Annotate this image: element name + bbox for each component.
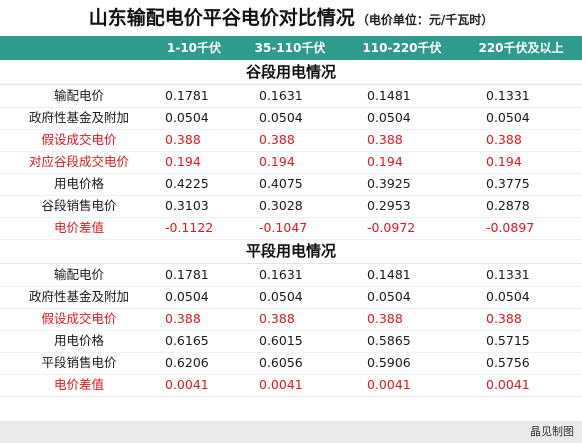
- value-cell-110-220kv: 0.194: [367, 154, 403, 169]
- value-cell-110-220kv: 0.1481: [367, 267, 411, 282]
- section-title: 谷段用电情况: [245, 63, 336, 81]
- value-cell-35-110kv: 0.0504: [259, 289, 303, 304]
- value-cell-220kv-above: 0.5715: [486, 333, 530, 348]
- footer-bar: 晶见制图: [0, 421, 582, 443]
- value-cell-35-110kv: 0.194: [259, 154, 295, 169]
- value-cell-35-110kv: 0.0504: [259, 110, 303, 125]
- page-title: 山东输配电价平谷电价对比情况 （电价单位：元/千瓦时）: [0, 0, 582, 36]
- value-cell-110-220kv: 0.388: [367, 132, 403, 147]
- value-cell-220kv-above: 0.388: [486, 311, 522, 326]
- table-row: 政府性基金及附加 0.0504 0.0504 0.0504 0.0504: [0, 286, 582, 309]
- table-row: 电价差值 -0.1122 -0.1047 -0.0972 -0.0897: [0, 217, 582, 240]
- value-cell-1-10kv: 0.0504: [165, 110, 209, 125]
- table-row: 假设成交电价 0.388 0.388 0.388 0.388: [0, 129, 582, 152]
- value-cell-220kv-above: 0.1331: [486, 88, 530, 103]
- value-cell-110-220kv: 0.388: [367, 311, 403, 326]
- column-header-1-10kv: 1-10千伏: [166, 41, 222, 55]
- row-label: 平段销售电价: [41, 355, 117, 370]
- value-cell-1-10kv: 0.3103: [165, 198, 209, 213]
- value-cell-35-110kv: 0.6056: [259, 355, 303, 370]
- row-label: 用电价格: [53, 176, 104, 191]
- title-main: 山东输配电价平谷电价对比情况: [88, 7, 355, 29]
- value-cell-110-220kv: 0.5865: [367, 333, 411, 348]
- value-cell-1-10kv: -0.1122: [165, 220, 214, 235]
- row-label: 政府性基金及附加: [28, 110, 129, 125]
- value-cell-220kv-above: 0.0041: [486, 377, 530, 392]
- row-label: 假设成交电价: [41, 311, 117, 326]
- table-row: 用电价格 0.4225 0.4075 0.3925 0.3775: [0, 173, 582, 196]
- value-cell-35-110kv: 0.388: [259, 311, 295, 326]
- value-cell-110-220kv: -0.0972: [367, 220, 416, 235]
- value-cell-220kv-above: 0.5756: [486, 355, 530, 370]
- column-header-220kv-above: 220千伏及以上: [478, 41, 564, 55]
- value-cell-35-110kv: 0.6015: [259, 333, 303, 348]
- value-cell-1-10kv: 0.194: [165, 154, 201, 169]
- row-label: 谷段销售电价: [41, 198, 117, 213]
- table-row: 电价差值 0.0041 0.0041 0.0041 0.0041: [0, 374, 582, 397]
- value-cell-110-220kv: 0.0504: [367, 289, 411, 304]
- value-cell-220kv-above: 0.3775: [486, 176, 530, 191]
- title-unit-note: （电价单位：元/千瓦时）: [356, 13, 494, 27]
- table-row: 对应谷段成交电价 0.194 0.194 0.194 0.194: [0, 151, 582, 174]
- value-cell-35-110kv: 0.1631: [259, 88, 303, 103]
- column-header-bar: 1-10千伏 35-110千伏 110-220千伏 220千伏及以上: [0, 36, 582, 60]
- value-cell-35-110kv: 0.4075: [259, 176, 303, 191]
- value-cell-110-220kv: 0.0504: [367, 110, 411, 125]
- table-row: 平段销售电价 0.6206 0.6056 0.5906 0.5756: [0, 352, 582, 375]
- section-header: 平段用电情况: [0, 239, 582, 264]
- section-header: 谷段用电情况: [0, 60, 582, 85]
- row-label: 电价差值: [53, 377, 104, 392]
- value-cell-35-110kv: 0.3028: [259, 198, 303, 213]
- table-row: 政府性基金及附加 0.0504 0.0504 0.0504 0.0504: [0, 107, 582, 130]
- value-cell-1-10kv: 0.6206: [165, 355, 209, 370]
- value-cell-1-10kv: 0.6165: [165, 333, 209, 348]
- row-label: 输配电价: [53, 88, 104, 103]
- value-cell-110-220kv: 0.2953: [367, 198, 411, 213]
- table-row: 用电价格 0.6165 0.6015 0.5865 0.5715: [0, 330, 582, 353]
- section-title: 平段用电情况: [245, 242, 336, 260]
- column-header-35-110kv: 35-110千伏: [254, 41, 326, 55]
- value-cell-220kv-above: -0.0897: [486, 220, 535, 235]
- value-cell-110-220kv: 0.5906: [367, 355, 411, 370]
- value-cell-1-10kv: 0.388: [165, 132, 201, 147]
- value-cell-1-10kv: 0.0504: [165, 289, 209, 304]
- value-cell-110-220kv: 0.1481: [367, 88, 411, 103]
- table-row: 输配电价 0.1781 0.1631 0.1481 0.1331: [0, 85, 582, 108]
- value-cell-110-220kv: 0.3925: [367, 176, 411, 191]
- value-cell-220kv-above: 0.0504: [486, 110, 530, 125]
- value-cell-220kv-above: 0.0504: [486, 289, 530, 304]
- value-cell-35-110kv: -0.1047: [259, 220, 308, 235]
- value-cell-220kv-above: 0.194: [486, 154, 522, 169]
- row-label: 用电价格: [53, 333, 104, 348]
- table-row: 假设成交电价 0.388 0.388 0.388 0.388: [0, 308, 582, 331]
- footer-credit: 晶见制图: [530, 425, 574, 438]
- value-cell-35-110kv: 0.388: [259, 132, 295, 147]
- row-label: 电价差值: [53, 220, 104, 235]
- column-header-110-220kv: 110-220千伏: [362, 41, 442, 55]
- row-label: 假设成交电价: [41, 132, 117, 147]
- row-label: 输配电价: [53, 267, 104, 282]
- value-cell-1-10kv: 0.1781: [165, 267, 209, 282]
- table-row: 输配电价 0.1781 0.1631 0.1481 0.1331: [0, 264, 582, 287]
- value-cell-1-10kv: 0.388: [165, 311, 201, 326]
- value-cell-220kv-above: 0.2878: [486, 198, 530, 213]
- value-cell-35-110kv: 0.1631: [259, 267, 303, 282]
- value-cell-220kv-above: 0.388: [486, 132, 522, 147]
- value-cell-1-10kv: 0.4225: [165, 176, 209, 191]
- row-label: 对应谷段成交电价: [28, 154, 129, 169]
- value-cell-35-110kv: 0.0041: [259, 377, 303, 392]
- value-cell-110-220kv: 0.0041: [367, 377, 411, 392]
- value-cell-220kv-above: 0.1331: [486, 267, 530, 282]
- value-cell-1-10kv: 0.1781: [165, 88, 209, 103]
- row-label: 政府性基金及附加: [28, 289, 129, 304]
- table-row: 谷段销售电价 0.3103 0.3028 0.2953 0.2878: [0, 195, 582, 218]
- value-cell-1-10kv: 0.0041: [165, 377, 209, 392]
